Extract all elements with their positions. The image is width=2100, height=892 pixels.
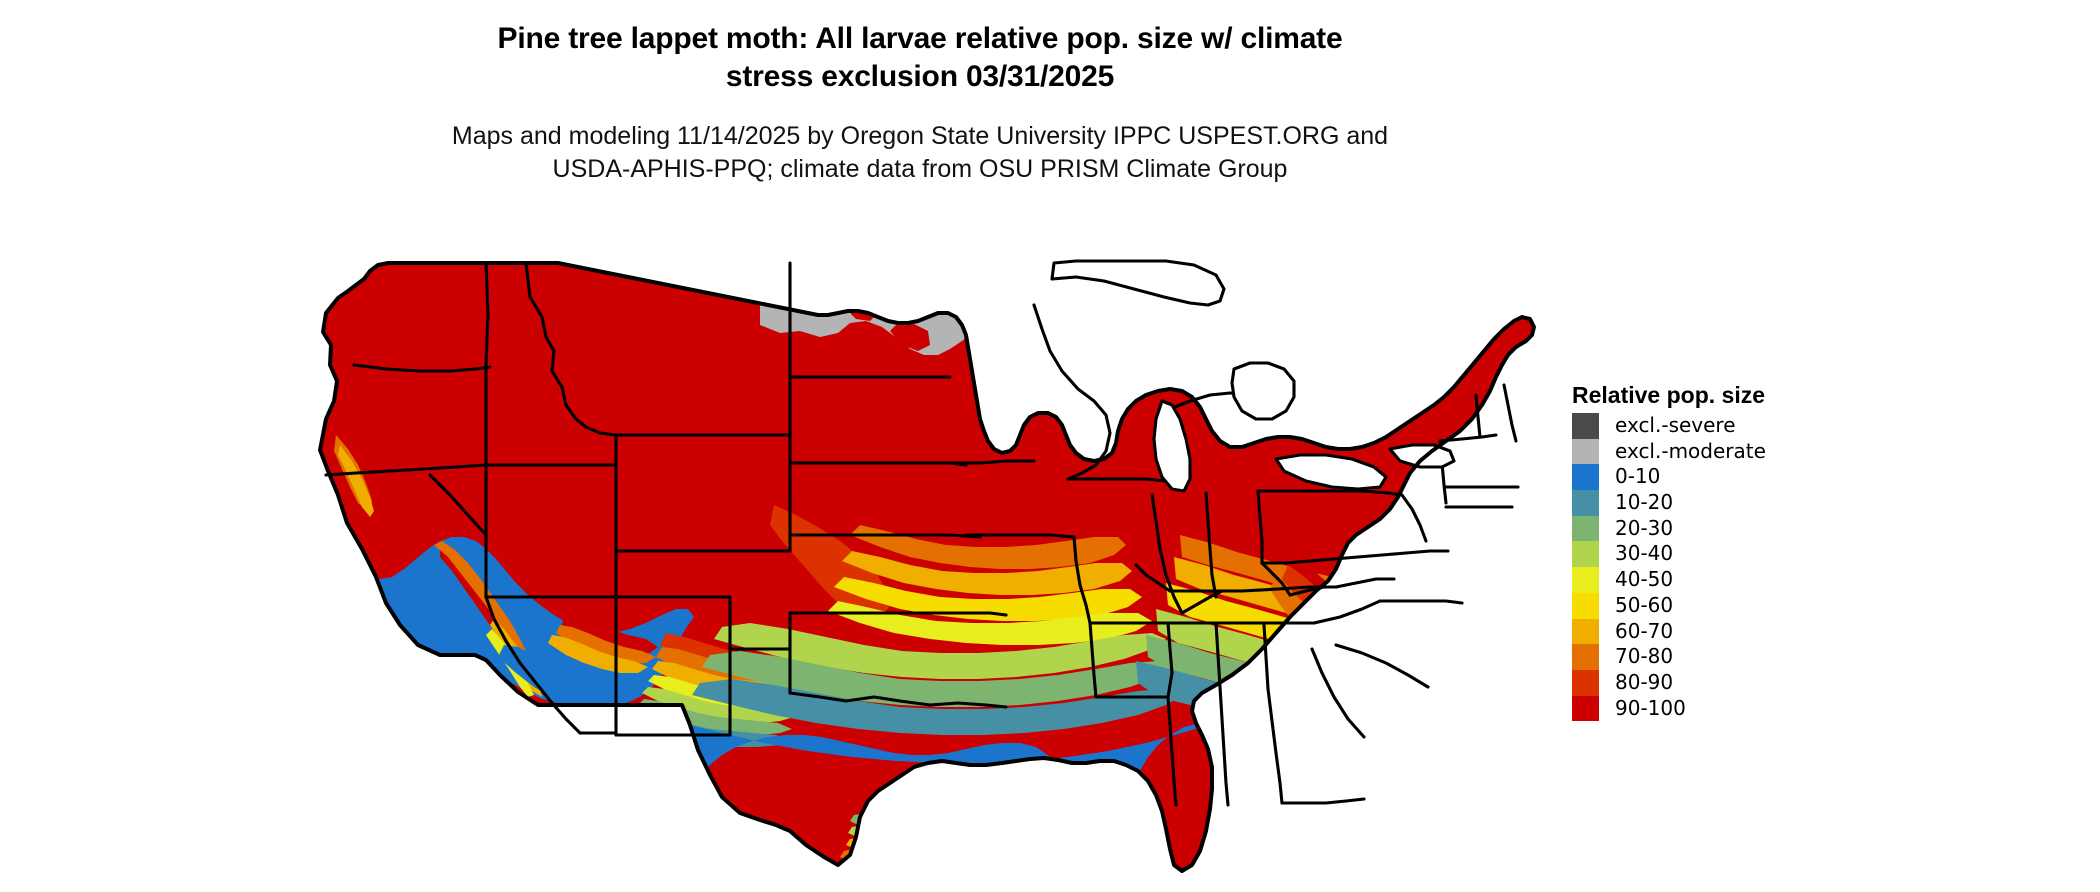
title-line-1: Pine tree lappet moth: All larvae relati… bbox=[497, 22, 1343, 55]
band-30-40-nm-lowlands bbox=[642, 687, 794, 723]
legend-label: excl.-severe bbox=[1615, 413, 1736, 437]
legend-color-swatch bbox=[1572, 490, 1599, 516]
legend-row: 0-10 bbox=[1572, 464, 1872, 491]
band-70-80-sierra-fringe bbox=[434, 541, 528, 657]
title-line-2: stress exclusion 03/31/2025 bbox=[725, 60, 1115, 93]
legend-label: excl.-moderate bbox=[1615, 438, 1766, 463]
legend-title: Relative pop. size bbox=[1572, 382, 1766, 408]
legend-label: 50-60 bbox=[1615, 592, 1674, 617]
choropleth-map bbox=[290, 205, 1580, 885]
subtitle-line-1: Maps and modeling 11/14/2025 by Oregon S… bbox=[451, 122, 1389, 150]
legend-row: 60-70 bbox=[1572, 618, 1872, 645]
legend-row: 20-30 bbox=[1572, 515, 1872, 542]
legend-label: 30-40 bbox=[1615, 541, 1674, 566]
subtitle-line-2: USDA-APHIS-PPQ; climate data from OSU PR… bbox=[552, 155, 1288, 183]
national-outline bbox=[318, 261, 1536, 873]
legend-color-swatch bbox=[1572, 695, 1599, 722]
band-30-40-southern-plains bbox=[714, 623, 1166, 679]
legend-label: 80-90 bbox=[1615, 669, 1674, 694]
band-90-100-south-florida bbox=[1312, 845, 1370, 871]
band-70-80-mogollon-fringe bbox=[556, 625, 656, 663]
legend-label: 40-50 bbox=[1615, 567, 1674, 592]
legend-label: 70-80 bbox=[1615, 644, 1674, 669]
legend-label: 90-100 bbox=[1615, 695, 1686, 720]
legend-color-swatch bbox=[1572, 438, 1599, 465]
band-10-20-mid-atlantic bbox=[1412, 665, 1450, 725]
legend-row: excl.-severe bbox=[1572, 413, 1872, 439]
band-30-40-central-florida bbox=[1312, 805, 1358, 823]
legend-label: 20-30 bbox=[1615, 515, 1674, 540]
legend-color-swatch bbox=[1572, 515, 1599, 542]
band-40-50-southern-plains bbox=[828, 601, 1152, 645]
band-70-80-mid-atlantic bbox=[1390, 581, 1436, 661]
band-60-70-mogollon-fringe bbox=[548, 635, 648, 673]
band-50-60-central-plains bbox=[834, 577, 1142, 621]
band-90-100-mn-inlier bbox=[890, 323, 930, 351]
legend-color-swatch bbox=[1572, 413, 1599, 439]
band-90-100-mogollon-rim bbox=[562, 615, 658, 653]
legend-row: 10-20 bbox=[1572, 490, 1872, 516]
page-subtitle: Maps and modeling 11/14/2025 by Oregon S… bbox=[0, 120, 1840, 186]
band-90-100-rio-grande-valley bbox=[834, 865, 882, 871]
legend-row: 90-100 bbox=[1572, 695, 1872, 722]
band-60-70-mid-atlantic bbox=[1402, 605, 1442, 681]
legend-row: 80-90 bbox=[1572, 669, 1872, 696]
legend-color-swatch bbox=[1572, 464, 1599, 491]
band-60-70-central-plains bbox=[842, 551, 1132, 595]
band-30-40-mid-atlantic bbox=[1408, 635, 1448, 703]
band-70-80-south-florida bbox=[1314, 835, 1366, 859]
state-boundaries bbox=[324, 261, 1520, 807]
legend-color-swatch bbox=[1572, 567, 1599, 593]
legend-row: 40-50 bbox=[1572, 567, 1872, 593]
map-legend: Relative pop. size excl.-severe excl.-mod… bbox=[1572, 382, 1872, 722]
legend-label: 10-20 bbox=[1615, 490, 1674, 515]
legend-label: 0-10 bbox=[1615, 464, 1661, 489]
legend-row: 50-60 bbox=[1572, 592, 1872, 619]
legend-color-swatch bbox=[1572, 618, 1599, 645]
band-10-20-southern-plains bbox=[692, 679, 1182, 735]
band-0-10-sonoran bbox=[498, 645, 660, 705]
map-raster-bands bbox=[320, 263, 1534, 871]
legend-color-swatch bbox=[1572, 644, 1599, 670]
band-20-30-southern-plains bbox=[702, 651, 1174, 707]
great-lakes bbox=[1050, 259, 1456, 493]
band-50-60-central-florida bbox=[1314, 815, 1360, 833]
legend-rows: excl.-severe excl.-moderate 0-10 10-20 20-30… bbox=[1572, 413, 1872, 722]
legend-label: 60-70 bbox=[1615, 618, 1674, 643]
legend-color-swatch bbox=[1572, 541, 1599, 568]
page-title: Pine tree lappet moth: All larvae relati… bbox=[0, 20, 1840, 96]
us-map-svg bbox=[318, 259, 1536, 873]
band-60-70-central-florida bbox=[1314, 825, 1364, 845]
legend-row: 70-80 bbox=[1572, 644, 1872, 670]
legend-color-swatch bbox=[1572, 592, 1599, 619]
legend-row: 30-40 bbox=[1572, 541, 1872, 568]
band-60-70-oregon-coast bbox=[338, 445, 374, 517]
legend-row: excl.-moderate bbox=[1572, 438, 1872, 465]
band-70-80-central-plains bbox=[850, 525, 1126, 569]
legend-color-swatch bbox=[1572, 669, 1599, 696]
